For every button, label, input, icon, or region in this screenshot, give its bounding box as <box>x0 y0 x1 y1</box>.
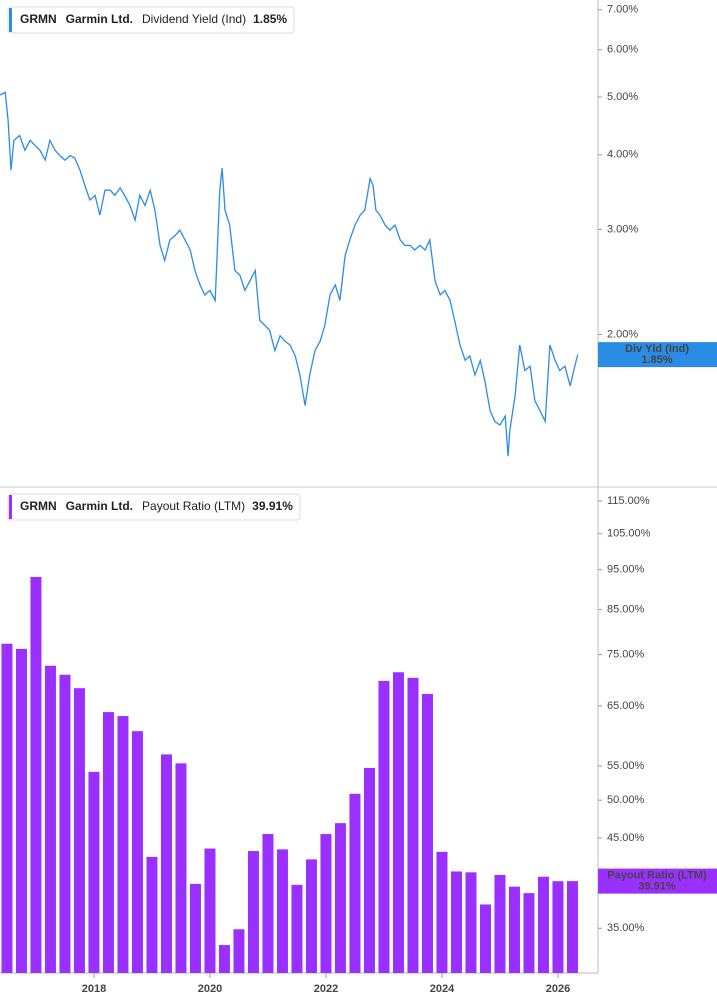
legend-text: GRMN <box>20 12 57 26</box>
y-tick-label: 3.00% <box>607 223 638 235</box>
bar <box>291 884 303 973</box>
legend-text: 39.91% <box>252 499 293 513</box>
y-tick-label: 95.00% <box>607 564 645 576</box>
y-tick-label: 7.00% <box>607 4 638 16</box>
bar <box>523 893 535 973</box>
x-tick-label: 2026 <box>546 983 570 995</box>
bar <box>233 929 245 973</box>
value-flag <box>598 342 717 368</box>
bar <box>262 834 274 973</box>
bar <box>218 945 230 973</box>
bar <box>189 883 201 973</box>
bar <box>44 665 56 973</box>
y-tick-label: 75.00% <box>607 648 645 660</box>
legend-box <box>7 6 295 34</box>
bar <box>276 849 288 973</box>
bar <box>204 848 216 973</box>
bar <box>59 674 71 973</box>
flag-value: 39.91% <box>638 881 676 893</box>
bar <box>392 672 404 973</box>
y-tick-label: 4.00% <box>607 149 638 161</box>
y-tick-label: 85.00% <box>607 604 645 616</box>
bar <box>349 793 361 973</box>
y-tick-label: 50.00% <box>607 794 645 806</box>
bar <box>363 767 375 973</box>
y-tick-label: 115.00% <box>607 495 650 507</box>
bar <box>15 648 27 973</box>
bar <box>465 872 477 973</box>
legend-text: Dividend Yield (Ind) <box>142 12 246 26</box>
x-tick-label: 2022 <box>314 983 338 995</box>
y-tick-label: 65.00% <box>607 700 645 712</box>
bar <box>494 874 506 973</box>
y-tick-label: 2.00% <box>607 328 638 340</box>
x-tick-label: 2020 <box>198 983 222 995</box>
flag-name: Payout Ratio (LTM) <box>607 870 707 882</box>
legend-swatch <box>9 8 12 32</box>
bar <box>537 876 549 973</box>
legend-text: Garmin Ltd. <box>66 12 133 26</box>
y-tick-label: 45.00% <box>607 832 645 844</box>
bar <box>508 886 520 973</box>
y-tick-label: 5.00% <box>607 91 638 103</box>
flag-value: 1.85% <box>641 354 672 366</box>
legend-swatch <box>9 495 12 519</box>
legend-text: 1.85% <box>253 12 287 26</box>
y-tick-label: 55.00% <box>607 760 645 772</box>
legend-text: Payout Ratio (LTM) <box>142 499 245 513</box>
bar <box>450 871 462 973</box>
bar <box>378 680 390 973</box>
bar <box>175 763 187 973</box>
bar <box>305 859 317 973</box>
y-tick-label: 105.00% <box>607 528 651 540</box>
bar <box>88 771 100 973</box>
bar <box>334 823 346 973</box>
y-tick-label: 35.00% <box>607 922 645 934</box>
bar <box>247 851 259 973</box>
bar <box>146 856 158 973</box>
legend-text: Garmin Ltd. <box>66 499 133 513</box>
flag-name: Div Yld (Ind) <box>625 343 689 355</box>
bar <box>30 576 42 973</box>
bar <box>131 731 143 973</box>
line <box>0 91 579 457</box>
legend-box <box>7 493 301 521</box>
bar <box>421 694 433 973</box>
y-tick-label: 6.00% <box>607 44 638 56</box>
bar <box>407 677 419 973</box>
legend-text: GRMN <box>20 499 57 513</box>
bar <box>102 712 114 973</box>
bar <box>117 716 129 973</box>
bar <box>566 881 578 973</box>
x-tick-label: 2024 <box>430 983 455 995</box>
x-tick-label: 2018 <box>82 983 106 995</box>
bar <box>436 851 448 973</box>
bar <box>1 643 13 973</box>
value-flag <box>598 868 717 894</box>
bar <box>479 904 491 973</box>
bar <box>73 688 85 973</box>
bar <box>160 754 172 973</box>
bar <box>552 881 564 973</box>
bar <box>320 834 332 973</box>
